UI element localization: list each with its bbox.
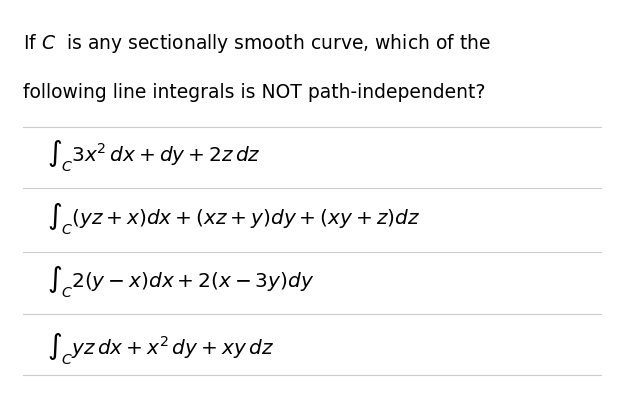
Text: $\int_C 2(y - x)dx + 2(x - 3y)dy$: $\int_C 2(y - x)dx + 2(x - 3y)dy$ [47, 263, 314, 299]
Text: If $C$  is any sectionally smooth curve, which of the: If $C$ is any sectionally smooth curve, … [22, 32, 490, 55]
Text: $\int_C 3x^2\,dx + dy + 2z\,dz$: $\int_C 3x^2\,dx + dy + 2z\,dz$ [47, 137, 261, 174]
Text: $\int_C (yz + x)dx + (xz + y)dy + (xy + z)dz$: $\int_C (yz + x)dx + (xz + y)dy + (xy + … [47, 200, 421, 236]
Text: $\int_C yz\,dx + x^2\,dy + xy\,dz$: $\int_C yz\,dx + x^2\,dy + xy\,dz$ [47, 330, 275, 366]
Text: following line integrals is NOT path-independent?: following line integrals is NOT path-ind… [22, 83, 485, 101]
